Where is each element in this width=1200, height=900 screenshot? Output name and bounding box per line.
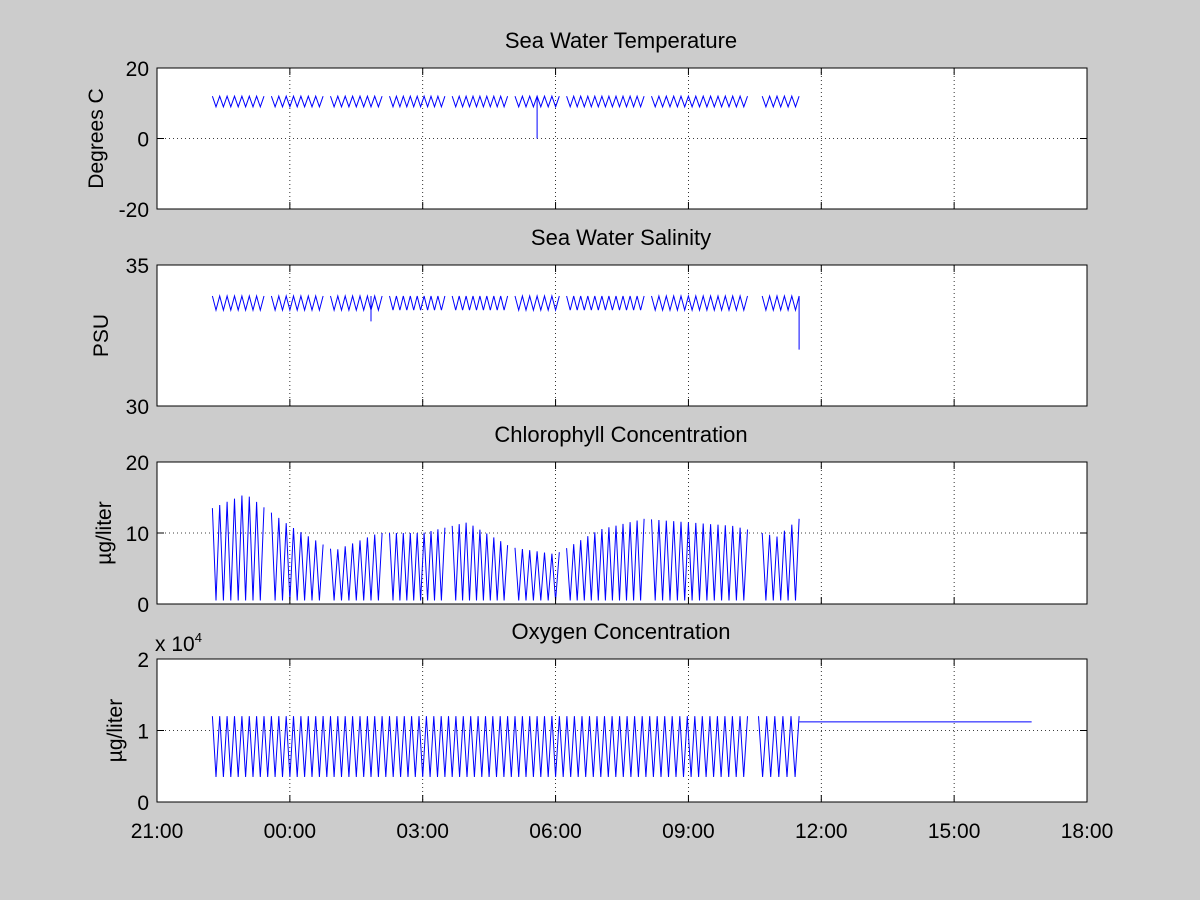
y-axis-label: PSU — [90, 314, 113, 357]
series-line — [270, 94, 324, 109]
series-line — [389, 527, 446, 601]
series-line — [451, 522, 509, 601]
y-tick-label: 0 — [137, 792, 149, 815]
exponent-label: x 104 — [155, 630, 202, 656]
x-tick-label: 00:00 — [264, 820, 317, 843]
series-line — [451, 94, 509, 109]
series-line — [758, 716, 800, 778]
subplot-chlorophyll: 0 10 20 Chlorophyll Concentration µg/liter — [93, 422, 1088, 617]
subplot-oxygen: 21:00 00:00 03:00 06:00 09:00 12:00 15:00 18:00… — [104, 619, 1113, 843]
y-tick-label: 20 — [126, 452, 149, 475]
series-line — [761, 294, 800, 350]
series-line — [211, 495, 265, 601]
series-line — [566, 295, 645, 311]
series-line — [389, 94, 446, 109]
plot-area — [157, 265, 1087, 406]
x-tick-label: 15:00 — [928, 820, 981, 843]
series-line — [389, 295, 446, 311]
y-tick-label: 0 — [137, 594, 149, 617]
series-line — [514, 94, 560, 139]
y-axis-label: µg/liter — [93, 501, 116, 564]
y-tick-label: -20 — [119, 199, 149, 222]
series-line — [651, 294, 748, 313]
axes-frame — [156, 264, 1088, 407]
series-line — [551, 716, 748, 778]
y-tick-label: 30 — [126, 396, 149, 419]
x-tick-label: 12:00 — [795, 820, 848, 843]
y-tick-label: 1 — [137, 721, 149, 744]
subplot-salinity: 30 35 Sea Water Salinity PSU — [90, 225, 1088, 419]
y-tick-label: 20 — [126, 58, 149, 81]
x-tick-label: 03:00 — [396, 820, 449, 843]
series-line — [761, 518, 800, 601]
y-tick-label: 10 — [126, 523, 149, 546]
series-line — [651, 519, 748, 601]
series-line — [566, 94, 645, 109]
series-line — [761, 94, 800, 109]
series-line — [270, 294, 324, 313]
y-axis-label: Degrees C — [85, 88, 108, 188]
chart-title: Chlorophyll Concentration — [494, 422, 747, 447]
y-tick-label: 0 — [137, 129, 149, 152]
y-tick-label: 2 — [137, 649, 149, 672]
series-line — [211, 294, 265, 313]
y-axis-label: µg/liter — [104, 699, 127, 762]
series-line — [330, 94, 383, 109]
series-line — [566, 518, 645, 601]
x-tick-label: 21:00 — [131, 820, 184, 843]
series-line — [514, 547, 560, 601]
series-line — [330, 294, 383, 322]
chart-title: Sea Water Temperature — [505, 28, 737, 53]
y-tick-label: 35 — [126, 255, 149, 278]
chart-title: Oxygen Concentration — [512, 619, 731, 644]
chart-title: Sea Water Salinity — [531, 225, 711, 250]
x-tick-label: 06:00 — [529, 820, 582, 843]
series-line — [322, 716, 553, 778]
series-line — [451, 295, 509, 311]
subplot-temperature: -20 0 20 Sea Water Temperature Degrees C — [85, 28, 1088, 222]
x-tick-label: 18:00 — [1061, 820, 1114, 843]
series-line — [514, 294, 560, 313]
x-tick-label: 09:00 — [662, 820, 715, 843]
series-line — [211, 716, 324, 778]
series-line — [211, 94, 265, 109]
series-line — [270, 512, 324, 601]
series-line — [330, 532, 383, 601]
series-line — [651, 94, 748, 109]
